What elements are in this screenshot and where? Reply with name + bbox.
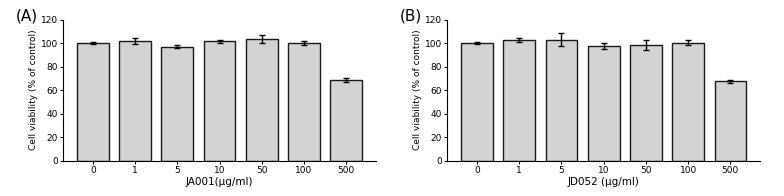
Bar [119,41,151,161]
Y-axis label: Cell viability (% of control): Cell viability (% of control) [413,30,422,151]
Bar [714,81,746,161]
Bar [673,43,704,161]
Text: (B): (B) [400,8,422,23]
Y-axis label: Cell viability (% of control): Cell viability (% of control) [29,30,38,151]
Bar [588,46,619,161]
Bar [246,39,278,161]
Bar [77,43,109,161]
Bar [503,40,535,161]
Bar [162,47,193,161]
Text: (A): (A) [16,8,38,23]
Bar [461,43,493,161]
Bar [204,41,235,161]
Bar [330,80,362,161]
X-axis label: JA001(μg/ml): JA001(μg/ml) [186,177,253,187]
X-axis label: JD052 (μg/ml): JD052 (μg/ml) [568,177,640,187]
Bar [546,40,577,161]
Bar [630,45,662,161]
Bar [289,43,320,161]
